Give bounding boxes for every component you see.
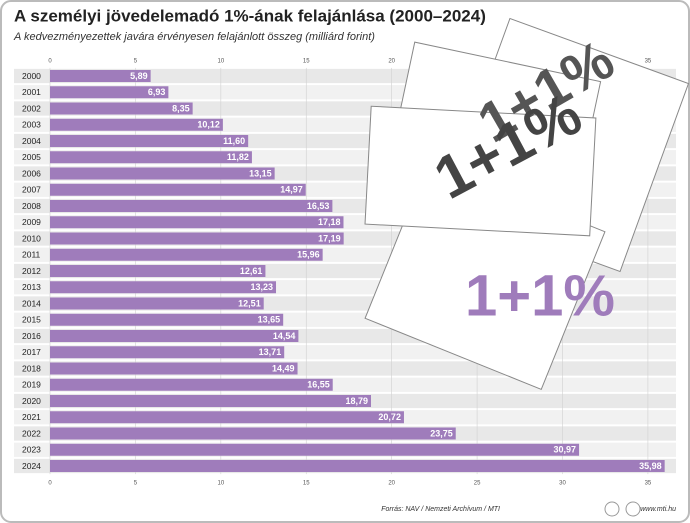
y-tick-label: 2013 <box>22 282 41 292</box>
bar <box>50 86 169 99</box>
y-tick-label: 2022 <box>22 428 41 438</box>
value-label: 30,97 <box>554 445 577 455</box>
value-label: 13,71 <box>259 347 282 357</box>
x-tick-label: 20 <box>388 59 395 65</box>
value-label: 14,97 <box>280 185 303 195</box>
y-tick-label: 2014 <box>22 298 41 308</box>
x-tick-label: 5 <box>134 59 138 65</box>
bar <box>50 200 333 212</box>
y-tick-label: 2024 <box>22 461 41 471</box>
value-label: 18,79 <box>345 396 368 406</box>
bar <box>50 330 299 342</box>
y-tick-label: 2012 <box>22 266 41 276</box>
y-tick-label: 2009 <box>22 217 41 227</box>
value-label: 10,12 <box>197 120 220 130</box>
y-tick-label: 2015 <box>22 315 41 325</box>
value-label: 15,96 <box>297 250 320 260</box>
value-label: 16,55 <box>307 380 330 390</box>
bar <box>50 378 333 391</box>
y-tick-label: 2005 <box>22 152 41 162</box>
chart-title: A személyi jövedelemadó 1%-ának felajánl… <box>14 6 486 25</box>
logo <box>604 501 620 517</box>
y-tick-label: 2007 <box>22 185 41 195</box>
bar <box>50 427 456 440</box>
value-label: 14,49 <box>272 363 295 373</box>
bar <box>50 183 306 196</box>
y-tick-label: 2000 <box>22 71 41 81</box>
y-tick-label: 2010 <box>22 233 41 243</box>
bar <box>50 362 298 375</box>
y-tick-label: 2019 <box>22 380 41 390</box>
value-label: 11,82 <box>227 152 249 162</box>
illustration-text: 1+1% <box>465 263 615 328</box>
value-label: 23,75 <box>430 428 453 438</box>
x-tick-label: 15 <box>303 59 310 65</box>
y-tick-label: 2017 <box>22 347 41 357</box>
y-tick-label: 2001 <box>22 87 41 97</box>
bar <box>50 167 275 180</box>
logo <box>625 501 641 517</box>
bar <box>50 443 580 456</box>
value-label: 17,18 <box>318 217 341 227</box>
value-label: 13,15 <box>249 168 272 178</box>
value-label: 12,61 <box>240 266 263 276</box>
x-tick-label: 10 <box>217 59 224 65</box>
chart-subtitle: A kedvezményezettek javára érvényesen fe… <box>13 31 375 43</box>
y-tick-label: 2023 <box>22 445 41 455</box>
bar <box>50 297 264 310</box>
y-tick-label: 2011 <box>22 250 41 260</box>
bar <box>50 265 266 277</box>
bar <box>50 411 404 424</box>
y-tick-label: 2008 <box>22 201 41 211</box>
bar <box>50 70 151 82</box>
y-tick-label: 2016 <box>22 331 41 341</box>
x-tick-label: 30 <box>559 481 566 487</box>
value-label: 6,93 <box>148 87 166 97</box>
illustration: 1+1% 1+1% 1+1% <box>364 17 690 391</box>
bar <box>50 135 249 147</box>
x-tick-label: 25 <box>474 481 481 487</box>
value-label: 20,72 <box>378 412 401 422</box>
y-tick-label: 2004 <box>22 136 41 146</box>
y-tick-label: 2002 <box>22 103 41 113</box>
source: Forrás: NAV / Nemzeti Archívum / MTI <box>381 506 500 513</box>
value-label: 13,65 <box>258 315 281 325</box>
y-tick-label: 2020 <box>22 396 41 406</box>
form <box>364 105 597 237</box>
bar <box>50 313 284 326</box>
bar <box>50 248 323 261</box>
bar <box>50 151 252 164</box>
y-tick-label: 2003 <box>22 120 41 130</box>
value-label: 12,51 <box>238 298 261 308</box>
website: www.mti.hu <box>640 506 676 513</box>
value-label: 11,60 <box>223 136 245 146</box>
bar <box>50 395 371 407</box>
bar <box>50 232 344 245</box>
value-label: 14,54 <box>273 331 296 341</box>
value-label: 35,98 <box>639 461 662 471</box>
value-label: 13,23 <box>250 282 273 292</box>
x-tick-label: 15 <box>303 481 310 487</box>
bar <box>50 216 344 229</box>
value-label: 5,89 <box>130 71 148 81</box>
x-tick-label: 0 <box>48 481 52 487</box>
y-tick-label: 2018 <box>22 363 41 373</box>
value-label: 8,35 <box>172 103 190 113</box>
value-label: 16,53 <box>307 201 330 211</box>
value-label: 17,19 <box>318 233 341 243</box>
x-tick-label: 35 <box>645 59 652 65</box>
bar <box>50 460 665 472</box>
bar <box>50 118 223 131</box>
y-tick-label: 2006 <box>22 168 41 178</box>
x-tick-label: 10 <box>217 481 224 487</box>
y-tick-label: 2021 <box>22 412 41 422</box>
x-tick-label: 5 <box>134 481 138 487</box>
bar <box>50 346 285 359</box>
x-tick-label: 0 <box>48 59 52 65</box>
bar <box>50 281 277 294</box>
x-tick-label: 20 <box>388 481 395 487</box>
bar <box>50 102 193 115</box>
x-tick-label: 35 <box>645 481 652 487</box>
